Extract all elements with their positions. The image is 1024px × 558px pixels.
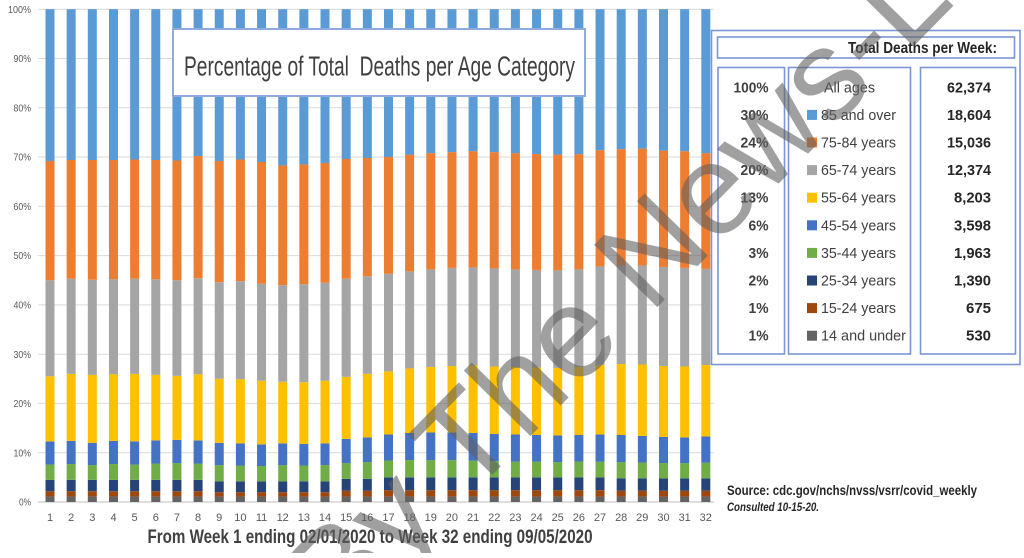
svg-text:3%: 3% xyxy=(749,245,769,262)
svg-text:85 and over: 85 and over xyxy=(821,107,896,124)
svg-text:90%: 90% xyxy=(14,53,32,65)
svg-text:31: 31 xyxy=(679,512,691,524)
svg-text:21: 21 xyxy=(467,512,479,524)
svg-text:22: 22 xyxy=(488,512,500,524)
svg-text:530: 530 xyxy=(966,328,991,345)
svg-text:75-84 years: 75-84 years xyxy=(821,135,896,152)
svg-text:60%: 60% xyxy=(14,201,32,213)
svg-text:18: 18 xyxy=(403,512,415,524)
svg-text:65-74 years: 65-74 years xyxy=(821,162,896,179)
svg-text:0%: 0% xyxy=(19,497,31,509)
svg-text:23: 23 xyxy=(509,512,521,524)
svg-text:25: 25 xyxy=(552,512,564,524)
svg-text:4: 4 xyxy=(110,512,116,524)
svg-text:11: 11 xyxy=(256,512,267,524)
svg-text:20%: 20% xyxy=(741,162,769,179)
svg-text:30%: 30% xyxy=(14,349,32,361)
svg-text:1%: 1% xyxy=(749,328,769,345)
svg-text:15: 15 xyxy=(340,512,352,524)
svg-text:Consulted 10-15-20.: Consulted 10-15-20. xyxy=(727,502,819,514)
svg-text:8,203: 8,203 xyxy=(954,190,991,207)
svg-text:16: 16 xyxy=(361,512,373,524)
svg-text:3,598: 3,598 xyxy=(954,217,991,234)
svg-text:27: 27 xyxy=(594,512,606,524)
svg-text:Source: cdc.gov/nchs/nvss/vsrr: Source: cdc.gov/nchs/nvss/vsrr/covid_wee… xyxy=(727,483,977,498)
svg-text:All ages: All ages xyxy=(824,79,875,96)
svg-text:675: 675 xyxy=(966,300,991,317)
svg-text:19: 19 xyxy=(425,512,437,524)
svg-text:100%: 100% xyxy=(8,4,31,16)
svg-text:From Week 1 ending 02/01/2020: From Week 1 ending 02/01/2020 to Week 32… xyxy=(148,527,593,548)
svg-text:28: 28 xyxy=(615,512,627,524)
svg-text:26: 26 xyxy=(573,512,585,524)
svg-text:15,036: 15,036 xyxy=(947,135,991,152)
svg-text:18,604: 18,604 xyxy=(947,107,992,124)
svg-text:35-44 years: 35-44 years xyxy=(821,245,896,262)
svg-text:24%: 24% xyxy=(741,135,769,152)
svg-text:70%: 70% xyxy=(14,152,32,164)
svg-text:1,963: 1,963 xyxy=(954,245,991,262)
svg-text:100%: 100% xyxy=(734,79,769,96)
svg-text:30: 30 xyxy=(657,512,669,524)
svg-text:45-54 years: 45-54 years xyxy=(821,217,896,234)
svg-text:62,374: 62,374 xyxy=(947,79,992,96)
svg-text:14 and under: 14 and under xyxy=(821,328,906,345)
svg-text:10: 10 xyxy=(234,512,246,524)
svg-text:24: 24 xyxy=(530,512,542,524)
svg-text:6: 6 xyxy=(153,512,159,524)
svg-text:30%: 30% xyxy=(741,107,769,124)
svg-text:Total Deaths per Week:: Total Deaths per Week: xyxy=(848,40,997,57)
svg-text:2%: 2% xyxy=(749,273,769,290)
svg-text:6%: 6% xyxy=(749,217,769,234)
svg-text:8: 8 xyxy=(195,512,201,524)
svg-text:Percentage of Total Deaths pe: Percentage of Total Deaths per Age Categ… xyxy=(184,51,575,82)
svg-text:3: 3 xyxy=(89,512,95,524)
svg-text:29: 29 xyxy=(636,512,648,524)
svg-text:13: 13 xyxy=(298,512,310,524)
svg-text:17: 17 xyxy=(382,512,394,524)
svg-text:80%: 80% xyxy=(14,102,32,114)
svg-text:12: 12 xyxy=(277,512,289,524)
svg-text:2: 2 xyxy=(68,512,74,524)
svg-text:25-34 years: 25-34 years xyxy=(821,273,896,290)
svg-text:14: 14 xyxy=(319,512,331,524)
svg-text:20: 20 xyxy=(446,512,458,524)
svg-text:20%: 20% xyxy=(14,398,32,410)
svg-text:5: 5 xyxy=(132,512,138,524)
svg-text:50%: 50% xyxy=(14,250,32,262)
svg-text:9: 9 xyxy=(216,512,222,524)
svg-text:55-64 years: 55-64 years xyxy=(821,190,896,207)
svg-text:7: 7 xyxy=(174,512,180,524)
svg-text:15-24 years: 15-24 years xyxy=(821,300,896,317)
svg-text:1: 1 xyxy=(47,512,53,524)
svg-text:10%: 10% xyxy=(14,447,32,459)
svg-text:12,374: 12,374 xyxy=(947,162,992,179)
svg-text:13%: 13% xyxy=(741,190,769,207)
svg-text:1,390: 1,390 xyxy=(954,273,991,290)
svg-text:1%: 1% xyxy=(749,300,769,317)
svg-text:40%: 40% xyxy=(14,300,32,312)
svg-text:32: 32 xyxy=(700,512,712,524)
